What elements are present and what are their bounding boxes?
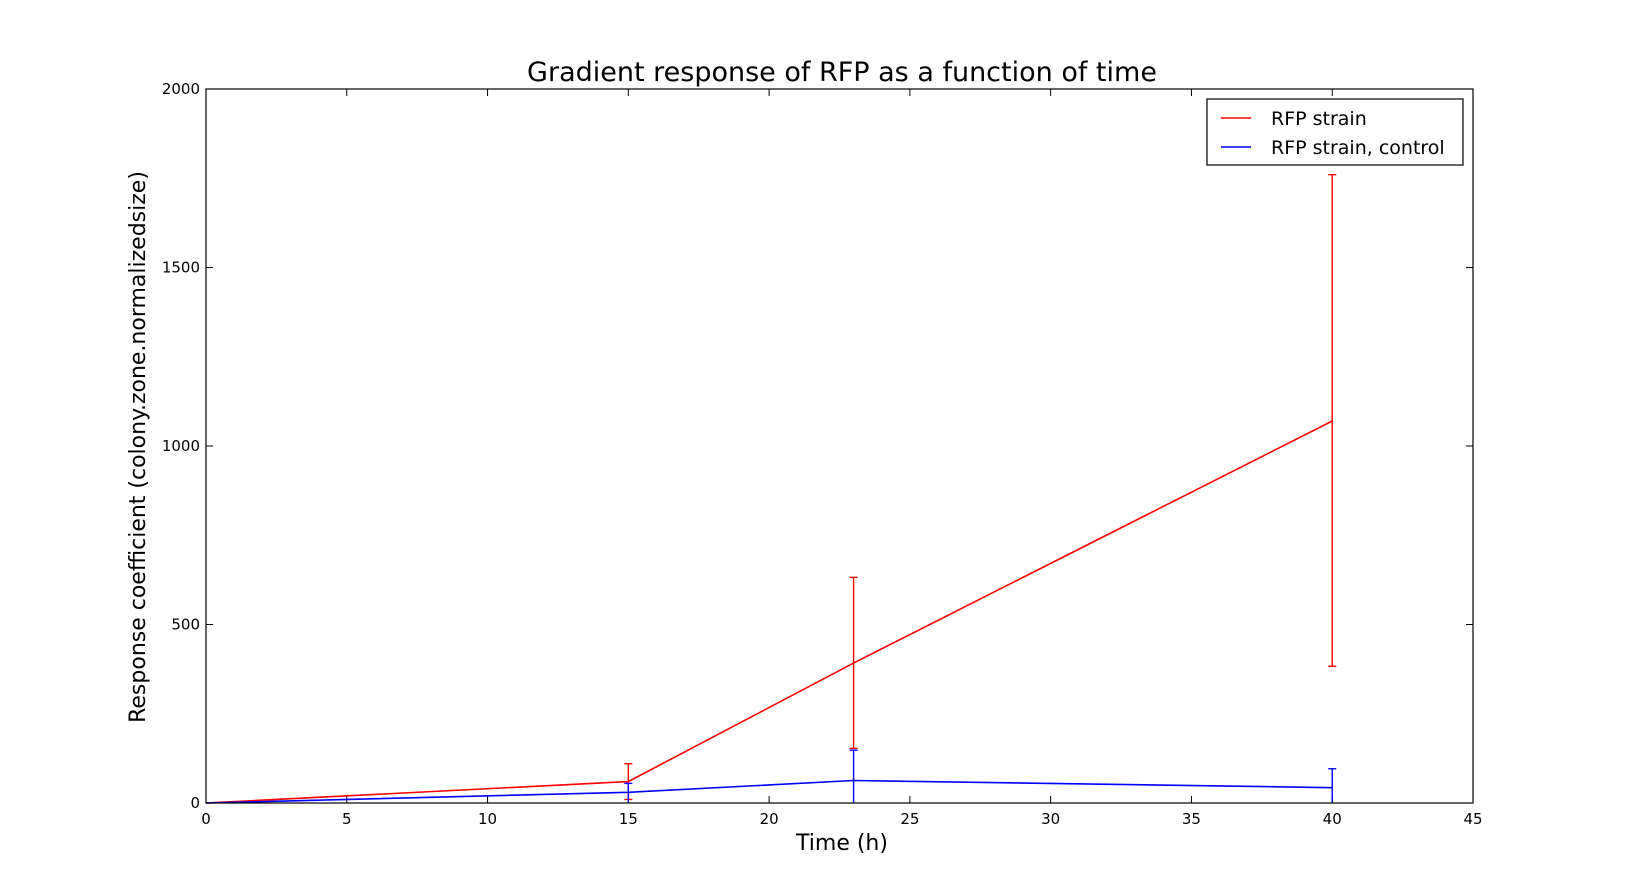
x-tick-label: 5 xyxy=(342,810,352,828)
x-tick-label: 40 xyxy=(1323,810,1342,828)
series-line-2 xyxy=(205,779,1333,804)
x-tick-label: 25 xyxy=(900,810,919,828)
x-axis-title: Time (h) xyxy=(795,831,888,856)
plot-frame xyxy=(205,88,1474,804)
plot-area: 0 5 10 15 20 25 30 35 40 45 0 500 1000 1500 2000 RFP st… xyxy=(162,80,1483,828)
x-tick-label: 0 xyxy=(201,810,211,828)
y-axis-title: Response coefficient (colony.zone.normal… xyxy=(126,171,151,723)
y-tick-label: 500 xyxy=(171,616,200,634)
series-line-1 xyxy=(205,420,1333,804)
legend-box xyxy=(1206,98,1464,166)
x-tick-label: 45 xyxy=(1463,810,1482,828)
legend-label-2: RFP strain, control xyxy=(1271,137,1445,159)
x-tick-label: 30 xyxy=(1041,810,1060,828)
y-tick-label: 1500 xyxy=(162,259,200,277)
y-tick-label: 2000 xyxy=(162,80,200,98)
chart-title: Gradient response of RFP as a function o… xyxy=(527,57,1157,88)
legend-label-1: RFP strain xyxy=(1271,108,1367,130)
y-tick-label: 0 xyxy=(190,794,200,812)
x-tick-label: 15 xyxy=(619,810,638,828)
x-tick-label: 20 xyxy=(760,810,779,828)
x-tick-label: 35 xyxy=(1182,810,1201,828)
x-tick-label: 10 xyxy=(478,810,497,828)
y-tick-label: 1000 xyxy=(162,437,200,455)
